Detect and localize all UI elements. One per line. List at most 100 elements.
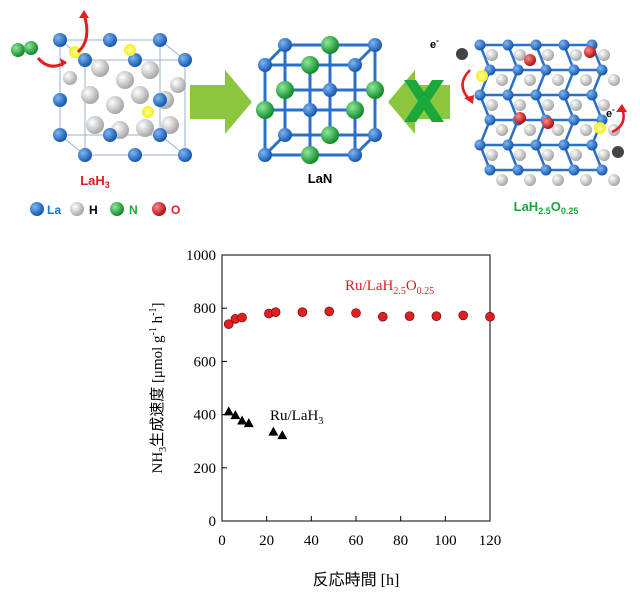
lah25o-la-atom xyxy=(502,89,514,101)
data-point-ru-lah25o xyxy=(270,307,281,317)
lan-la-atom xyxy=(368,128,382,142)
lah25o-la-atom xyxy=(530,39,542,51)
electron-label-top: e- xyxy=(430,36,439,51)
lah3-la-atom xyxy=(178,148,192,162)
lah25o-la-atom xyxy=(484,114,496,126)
lah3-e-atom xyxy=(142,106,154,118)
lah25o-h-atom xyxy=(598,49,610,61)
y-axis-label: NH3生成速度 [μmol g-1 h-1] xyxy=(148,303,169,474)
lah3-e-atom xyxy=(69,46,81,58)
lah25o-la-atom xyxy=(558,89,570,101)
lan-la-atom xyxy=(348,58,362,72)
lah3-h-atom xyxy=(141,61,159,79)
lah25o-o-atom xyxy=(542,117,554,129)
lah25o-h-atom xyxy=(608,174,620,186)
lah3-e-atom xyxy=(124,44,136,56)
y-tick-label: 400 xyxy=(194,408,217,424)
electron-label-right: e- xyxy=(606,105,615,120)
lah25o-la-atom xyxy=(502,139,514,151)
lah3-crystal-structure xyxy=(53,33,192,162)
lah25o-la-atom xyxy=(586,139,598,151)
lah25o-h-atom xyxy=(542,49,554,61)
lah25o-la-atom xyxy=(568,164,580,176)
data-point-ru-lah3 xyxy=(243,418,254,428)
lah25o-h-atom xyxy=(524,124,536,136)
cross-icon xyxy=(404,80,444,122)
lah25o-la-atom xyxy=(596,164,608,176)
lah25o-la-atom xyxy=(512,164,524,176)
data-point-ru-lah25o xyxy=(458,310,469,321)
lah3-h-atom xyxy=(131,86,149,104)
lah25o-la-atom xyxy=(474,89,486,101)
lah3-la-atom xyxy=(103,33,117,47)
lah3-h-atom xyxy=(161,116,179,134)
lah25o-la-atom xyxy=(558,139,570,151)
lah25o-h-atom xyxy=(486,149,498,161)
lah3-la-atom xyxy=(128,148,142,162)
lah25o-h-atom xyxy=(598,149,610,161)
y-tick-label: 800 xyxy=(194,301,217,317)
lah25o-h-atom xyxy=(524,174,536,186)
lah25o-h-atom xyxy=(486,99,498,111)
lah25o-h-atom xyxy=(486,49,498,61)
lah25o-la-atom xyxy=(568,64,580,76)
lah25o-h-atom xyxy=(514,149,526,161)
lan-label: LaN xyxy=(308,171,333,186)
lah25o-h-atom xyxy=(580,124,592,136)
data-point-ru-lah25o xyxy=(223,319,234,329)
data-point-ru-lah25o xyxy=(377,311,388,322)
lan-n-atom xyxy=(346,101,364,119)
data-point-ru-lah3 xyxy=(230,410,241,420)
lan-la-atom xyxy=(303,103,317,117)
legend-o-dot xyxy=(152,202,166,216)
lan-n-atom xyxy=(321,126,339,144)
lah25o-h-atom xyxy=(496,174,508,186)
y-tick-label: 0 xyxy=(209,514,217,530)
chart: 0 200 400 600 800 1000 0 20 40 60 80 100 120 Ru/LaH… xyxy=(148,248,501,589)
x-tick-label: 100 xyxy=(434,533,457,549)
lah25o-la-atom xyxy=(474,39,486,51)
y-tick-label: 200 xyxy=(194,461,217,477)
x-tick-label: 40 xyxy=(304,533,319,549)
x-tick-label: 20 xyxy=(259,533,274,549)
data-point-ru-lah25o xyxy=(351,308,361,318)
lah25o-la-atom xyxy=(502,39,514,51)
x-axis-label: 反応時間 [h] xyxy=(313,571,400,589)
lah3-la-atom xyxy=(53,33,67,47)
lan-crystal-structure xyxy=(256,36,384,164)
lah25o-h-atom xyxy=(570,99,582,111)
lah25o-h-atom xyxy=(552,124,564,136)
lah3-h-atom xyxy=(106,96,124,114)
lah25o-la-atom xyxy=(512,64,524,76)
lah25o-h-atom xyxy=(524,74,536,86)
lah25o-la-atom xyxy=(540,64,552,76)
forward-arrow xyxy=(190,70,252,134)
x-tick-label: 80 xyxy=(393,533,408,549)
legend-la-dot xyxy=(30,202,44,216)
lah3-la-atom xyxy=(153,93,167,107)
lah25o-h-atom xyxy=(570,149,582,161)
data-point-ru-lah3 xyxy=(223,406,234,416)
lan-la-atom xyxy=(323,83,337,97)
lah25o-crystal-structure xyxy=(456,39,627,186)
data-point-ru-lah25o xyxy=(324,306,335,317)
lah25o-h-atom xyxy=(552,74,564,86)
lah25o-la-atom xyxy=(568,114,580,126)
lah25o-o-atom xyxy=(584,46,596,58)
lan-n-atom xyxy=(301,56,319,74)
lah3-h-atom xyxy=(170,77,186,93)
data-point-ru-lah25o xyxy=(431,311,442,321)
lah25o-la-atom xyxy=(558,39,570,51)
legend-h-dot xyxy=(70,202,84,216)
atom-legend: La H N O xyxy=(30,202,180,217)
y-tick-label: 1000 xyxy=(186,248,216,264)
x-tick-label: 0 xyxy=(218,533,226,549)
y-tick-label: 600 xyxy=(194,354,217,370)
series-label-ru-lah25o: Ru/LaH2.5O0.25 xyxy=(345,278,434,297)
lah25o-h-atom xyxy=(608,74,620,86)
lan-n-atom xyxy=(366,81,384,99)
lan-la-atom xyxy=(278,38,292,52)
lah3-la-atom xyxy=(78,53,92,67)
lah25o-label: LaH2.5O0.25 xyxy=(514,199,579,216)
